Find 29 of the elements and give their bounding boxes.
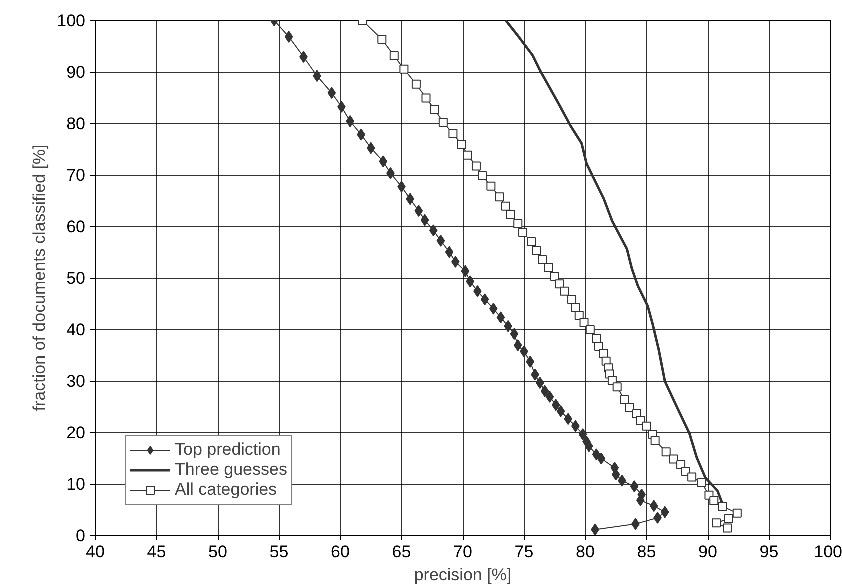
y-tick-label: 30: [66, 372, 86, 391]
y-axis-title: fraction of documents classified [%]: [30, 144, 50, 412]
y-tick-label: 20: [66, 424, 86, 442]
x-tick-label: 50: [208, 542, 228, 562]
y-tick-label: 10: [66, 475, 86, 494]
x-tick-label: 100: [814, 542, 842, 562]
x-tick-label: 40: [86, 542, 105, 562]
legend-label: Top prediction: [175, 440, 281, 460]
x-tick-label: 70: [454, 542, 472, 562]
x-tick-label: 85: [637, 542, 656, 562]
y-tick-label: 100: [57, 12, 86, 30]
x-tick-label: 45: [147, 542, 166, 562]
x-tick-label: 65: [392, 542, 412, 562]
x-tick-label: 60: [331, 542, 350, 562]
x-tick-label: 55: [270, 542, 289, 562]
y-tick-label: 40: [66, 320, 86, 340]
x-axis-title: precision [%]: [414, 566, 512, 584]
y-tick-label: 90: [66, 63, 86, 82]
y-tick-label: 0: [76, 526, 86, 546]
x-tick-label: 95: [760, 542, 779, 562]
y-tick-label: 50: [66, 269, 86, 288]
legend-label: Three guesses: [175, 460, 288, 480]
x-tick-label: 75: [514, 542, 534, 562]
y-tick-label: 70: [66, 166, 86, 185]
y-tick-label: 80: [66, 114, 86, 134]
legend-label: All categories: [175, 480, 278, 500]
y-tick-label: 60: [66, 218, 86, 236]
x-tick-label: 90: [698, 542, 718, 562]
x-tick-label: 80: [576, 542, 595, 562]
